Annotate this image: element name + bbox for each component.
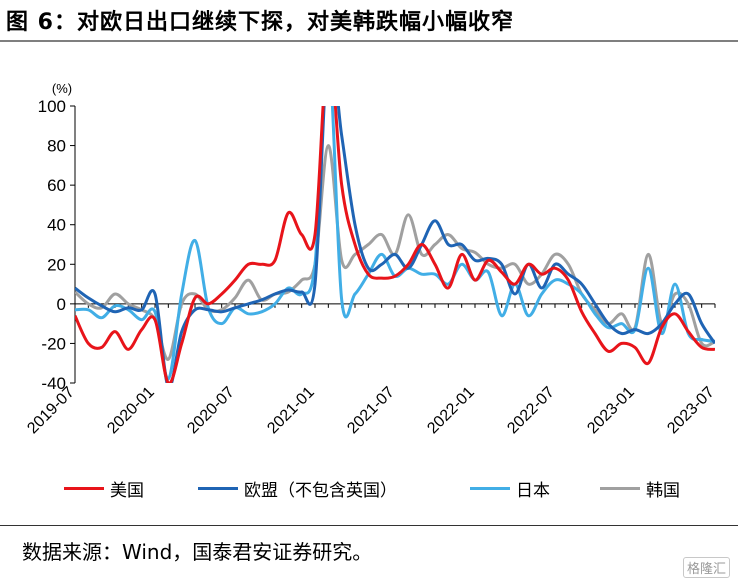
source-rule: [0, 525, 738, 526]
chart-title: 图 6：对欧日出口继续下探，对美韩跌幅小幅收窄: [6, 10, 514, 35]
x-tick-label: 2020-07: [184, 384, 238, 438]
y-tick-label: 40: [47, 216, 66, 235]
legend-item-kr: 韩国: [600, 476, 680, 501]
series-layer: [75, 106, 715, 383]
legend-swatch-kr: [600, 487, 640, 490]
series-line-eu: [75, 106, 715, 383]
y-tick-label: -40: [41, 374, 66, 393]
legend-item-us: 美国: [64, 476, 144, 501]
legend-item-jp: 日本: [470, 476, 550, 501]
legend-label-us: 美国: [110, 481, 144, 501]
source-note: 数据来源：Wind，国泰君安证券研究。: [22, 540, 373, 564]
series-line-us: [75, 106, 715, 383]
legend-label-jp: 日本: [516, 481, 550, 501]
y-tick-label: 0: [57, 295, 66, 314]
watermark: 格隆汇: [682, 557, 730, 578]
legend-swatch-eu: [198, 487, 238, 490]
series-line-kr: [75, 144, 715, 361]
y-tick-label: 80: [47, 137, 66, 156]
legend: 美国 欧盟（不包含英国） 日本 韩国: [0, 476, 738, 501]
y-axis: 100 80 60 40 20 0 -20 -40: [38, 97, 76, 393]
legend-label-eu: 欧盟（不包含英国）: [244, 481, 397, 501]
y-tick-label: -20: [41, 334, 66, 353]
x-tick-label: 2022-07: [504, 384, 558, 438]
legend-item-eu: 欧盟（不包含英国）: [198, 476, 397, 501]
x-tick-label: 2023-07: [664, 384, 718, 438]
y-tick-label: 20: [47, 255, 66, 274]
series-line-jp: [75, 106, 715, 381]
y-tick-label: 60: [47, 176, 66, 195]
x-tick-label: 2022-01: [424, 384, 478, 438]
x-axis: 2019-07 2020-01 2020-07 2021-01 2021-07 2022-…: [24, 303, 718, 438]
legend-swatch-jp: [470, 487, 510, 490]
legend-swatch-us: [64, 487, 104, 490]
y-axis-unit-label: (%): [52, 81, 72, 96]
legend-label-kr: 韩国: [646, 481, 680, 501]
x-tick-label: 2021-01: [264, 384, 318, 438]
title-rule: [0, 40, 738, 42]
x-tick-label: 2020-01: [104, 384, 158, 438]
x-tick-label: 2021-07: [344, 384, 398, 438]
y-tick-label: 100: [38, 97, 66, 116]
x-tick-label: 2023-01: [584, 384, 638, 438]
